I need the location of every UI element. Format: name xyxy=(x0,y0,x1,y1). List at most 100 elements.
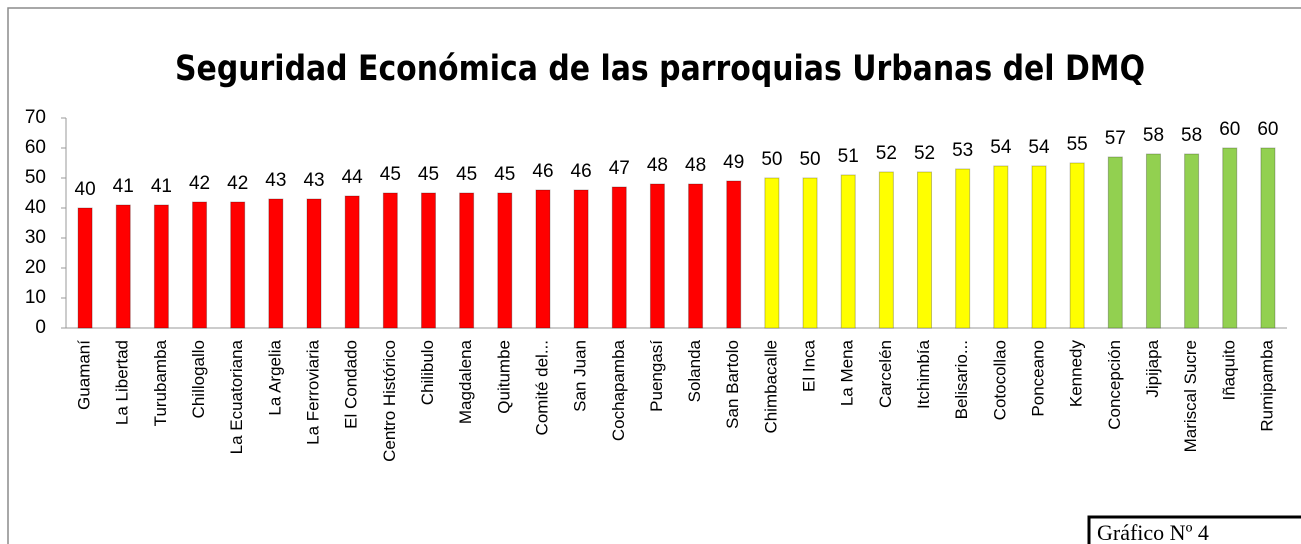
y-tick-label: 10 xyxy=(25,287,46,308)
x-tick-label: Cotocollao xyxy=(990,340,1009,420)
bar xyxy=(955,168,971,329)
y-tick-label: 20 xyxy=(25,257,46,278)
value-label: 44 xyxy=(342,167,364,188)
x-tick-label: Concepción xyxy=(1105,340,1124,430)
bar xyxy=(268,198,284,329)
bar xyxy=(1222,147,1238,329)
x-tick-label: Belisario... xyxy=(952,340,971,419)
x-tick-label: La Mena xyxy=(838,339,857,406)
x-tick-label: Itchimbía xyxy=(914,339,933,409)
value-label: 58 xyxy=(1143,125,1164,146)
bar xyxy=(459,192,475,329)
x-tick-label: La Ecuatoriana xyxy=(227,339,246,454)
value-label: 58 xyxy=(1181,125,1202,146)
x-tick-label: Ponceano xyxy=(1028,340,1047,417)
value-label: 42 xyxy=(189,173,210,194)
bar xyxy=(1184,153,1200,329)
value-label: 52 xyxy=(914,143,935,164)
value-label: 53 xyxy=(952,140,973,161)
value-label: 41 xyxy=(151,176,172,197)
bar xyxy=(535,189,551,329)
value-label: 60 xyxy=(1257,119,1278,140)
bar xyxy=(802,177,818,329)
x-tick-label: Chilibulo xyxy=(418,340,437,405)
value-label: 55 xyxy=(1067,134,1088,155)
annotation: Gráfico Nº 4 xyxy=(1097,520,1209,544)
x-tick-label: Quitumbe xyxy=(494,340,513,414)
bar xyxy=(497,192,513,329)
y-tick-label: 30 xyxy=(25,227,46,248)
bar xyxy=(611,186,627,329)
value-label: 46 xyxy=(571,161,592,182)
x-tick-label: La Ferroviaria xyxy=(304,339,323,444)
bar xyxy=(993,165,1009,329)
x-tick-label: El Condado xyxy=(342,340,361,429)
value-label: 45 xyxy=(456,164,477,185)
bar xyxy=(420,192,436,329)
bar xyxy=(1031,165,1047,329)
bar xyxy=(878,171,894,329)
value-label: 43 xyxy=(303,170,324,191)
value-label: 51 xyxy=(838,146,859,167)
x-tick-label: Mariscal Sucre xyxy=(1181,340,1200,452)
x-tick-label: Turubamba xyxy=(151,339,170,426)
y-tick-label: 60 xyxy=(25,137,46,158)
x-tick-label: Rumipamba xyxy=(1257,339,1276,431)
value-label: 50 xyxy=(799,149,820,170)
y-tick-label: 40 xyxy=(25,197,46,218)
bar xyxy=(115,204,131,329)
bar xyxy=(917,171,933,329)
x-tick-label: Kennedy xyxy=(1067,340,1086,408)
bar xyxy=(382,192,398,329)
value-label: 48 xyxy=(685,155,706,176)
x-tick-label: La Argelia xyxy=(265,339,284,415)
bar xyxy=(306,198,322,329)
value-label: 46 xyxy=(532,161,553,182)
value-label: 48 xyxy=(647,155,668,176)
x-tick-label: Chimbacalle xyxy=(761,340,780,434)
y-tick-label: 50 xyxy=(25,167,46,188)
bar xyxy=(77,207,93,329)
x-tick-label: Centro Histórico xyxy=(380,340,399,462)
x-tick-label: Solanda xyxy=(685,339,704,402)
bar xyxy=(649,183,665,329)
bar xyxy=(726,180,742,329)
x-tick-label: Guamaní xyxy=(75,340,94,410)
x-tick-label: Iñaquito xyxy=(1219,340,1238,401)
x-tick-label: San Bartolo xyxy=(723,340,742,429)
y-tick-label: 0 xyxy=(35,317,46,338)
x-tick-label: Comité del... xyxy=(532,340,551,435)
value-label: 43 xyxy=(265,170,286,191)
value-label: 41 xyxy=(113,176,134,197)
x-tick-label: Carcelén xyxy=(876,340,895,408)
bar xyxy=(230,201,246,329)
bar xyxy=(344,195,360,329)
value-label: 60 xyxy=(1219,119,1240,140)
x-tick-label: Magdalena xyxy=(456,339,475,424)
bar xyxy=(573,189,589,329)
bar xyxy=(764,177,780,329)
value-label: 42 xyxy=(227,173,248,194)
bar xyxy=(1107,156,1123,329)
value-label: 57 xyxy=(1105,128,1126,149)
annotation-box xyxy=(1087,515,1301,544)
y-tick-label: 70 xyxy=(25,107,46,128)
value-label: 50 xyxy=(761,149,782,170)
x-tick-label: El Inca xyxy=(800,339,819,392)
value-label: 45 xyxy=(380,164,401,185)
x-tick-label: San Juan xyxy=(571,340,590,412)
x-tick-label: Chillogallo xyxy=(189,340,208,418)
value-label: 49 xyxy=(723,152,744,173)
bar xyxy=(153,204,169,329)
x-tick-label: Puengasí xyxy=(647,340,666,412)
value-label: 45 xyxy=(494,164,515,185)
bar xyxy=(1069,162,1085,329)
bar xyxy=(1260,147,1276,329)
x-tick-label: La Libertad xyxy=(113,340,132,425)
x-tick-label: Cochapamba xyxy=(609,339,628,441)
value-label: 47 xyxy=(609,158,630,179)
value-label: 54 xyxy=(990,137,1012,158)
value-label: 52 xyxy=(876,143,897,164)
bar xyxy=(840,174,856,329)
bar xyxy=(192,201,208,329)
